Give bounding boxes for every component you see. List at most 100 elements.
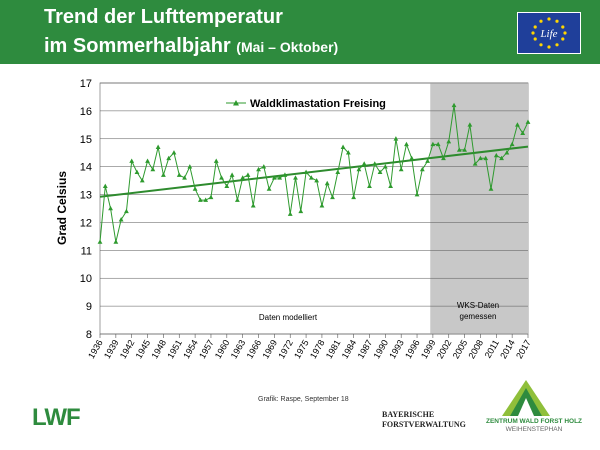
data-point [261, 164, 267, 169]
data-point [388, 183, 394, 188]
data-point [245, 172, 251, 177]
y-tick-label: 16 [80, 106, 92, 118]
x-tick-label: 1963 [229, 338, 248, 360]
data-point [483, 155, 489, 161]
measured-region-label: WKS-Daten [457, 301, 499, 310]
data-point [187, 164, 193, 169]
x-tick-label: 1969 [260, 338, 279, 360]
x-tick-label: 1966 [245, 338, 264, 360]
data-point [250, 203, 256, 208]
x-tick-label: 1957 [197, 338, 216, 360]
legend-label: Waldklimastation Freising [250, 98, 386, 110]
measured-region-label-2: gemessen [460, 312, 497, 321]
data-point [240, 175, 246, 180]
trend-line [99, 145, 529, 198]
data-point [208, 194, 214, 200]
data-point [330, 194, 335, 200]
data-point [314, 178, 320, 183]
data-point [171, 150, 177, 155]
data-point [224, 183, 230, 188]
data-point [102, 183, 108, 188]
slide-title-line2: im Sommerhalbjahr (Mai – Oktober) [44, 35, 338, 58]
data-point [404, 141, 409, 147]
data-point [393, 136, 399, 141]
data-point [303, 169, 309, 175]
data-point [419, 166, 425, 172]
data-point [324, 180, 330, 186]
x-tick-label: 2005 [451, 338, 470, 360]
data-point [435, 141, 441, 147]
data-point [197, 197, 203, 202]
zw-logo-line2: WEIHENSTEPHAN [505, 426, 563, 433]
graphic-credit: Grafik: Raspe, September 18 [258, 396, 349, 403]
data-point [446, 138, 452, 144]
data-point [139, 178, 145, 183]
y-tick-label: 13 [80, 190, 92, 202]
data-point [271, 175, 277, 180]
data-point [356, 166, 362, 172]
series-line [99, 105, 529, 243]
x-tick-label: 1945 [134, 338, 153, 360]
data-point [504, 150, 510, 155]
x-tick-label: 1987 [356, 338, 375, 360]
y-axis-label: Grad Celsius [55, 171, 69, 245]
zentrum-wald-forst-holz-icon [502, 380, 550, 416]
data-point [467, 122, 473, 127]
x-tick-label: 2002 [435, 338, 454, 360]
x-tick-label: 1999 [419, 338, 438, 360]
measured-data-region [430, 83, 528, 334]
data-point [213, 158, 219, 163]
eu-stars-icon: Life [531, 17, 567, 49]
data-point [129, 158, 135, 163]
data-point [372, 161, 378, 166]
data-point [256, 166, 261, 172]
slide-subtitle: (Mai – Oktober) [236, 39, 339, 55]
x-tick-label: 1975 [292, 338, 311, 360]
data-point [124, 208, 129, 214]
data-point [293, 175, 298, 180]
x-tick-label: 1951 [165, 338, 184, 360]
data-point [367, 183, 372, 188]
data-point [155, 144, 161, 149]
data-point [192, 186, 198, 191]
x-tick-label: 1984 [340, 338, 359, 360]
data-point [150, 166, 156, 172]
legend-marker-icon [233, 100, 239, 106]
data-point [520, 130, 526, 135]
data-point [277, 175, 283, 180]
x-tick-label: 1996 [403, 338, 422, 360]
x-tick-label: 1972 [276, 338, 295, 360]
data-point [219, 175, 224, 180]
data-point [282, 172, 288, 177]
y-tick-label: 14 [80, 162, 92, 174]
x-tick-label: 1960 [213, 338, 232, 360]
y-tick-label: 9 [86, 301, 92, 313]
data-point [515, 122, 520, 127]
y-tick-label: 10 [80, 273, 92, 285]
data-point [203, 197, 209, 202]
data-point [298, 208, 304, 214]
slide-header: Trend der Lufttemperatur im Sommerhalbja… [0, 0, 600, 64]
x-axis: 1936193919421945194819511954195719601963… [86, 334, 533, 360]
data-point [287, 211, 293, 216]
data-point [472, 161, 478, 166]
gridlines [100, 82, 528, 335]
data-point [493, 152, 499, 158]
x-tick-label: 1936 [86, 338, 105, 360]
data-point [97, 239, 103, 244]
data-point [462, 147, 467, 152]
data-point [229, 172, 235, 177]
x-tick-label: 2017 [514, 338, 533, 360]
x-tick-label: 2008 [467, 338, 486, 360]
data-point [499, 155, 504, 161]
data-point [430, 141, 436, 147]
data-point [345, 150, 351, 155]
data-point [118, 217, 124, 222]
data-point [335, 169, 341, 175]
data-point [234, 197, 240, 202]
series-markers [97, 102, 531, 244]
data-point [113, 239, 119, 244]
data-point [340, 144, 346, 149]
data-point [456, 147, 462, 152]
